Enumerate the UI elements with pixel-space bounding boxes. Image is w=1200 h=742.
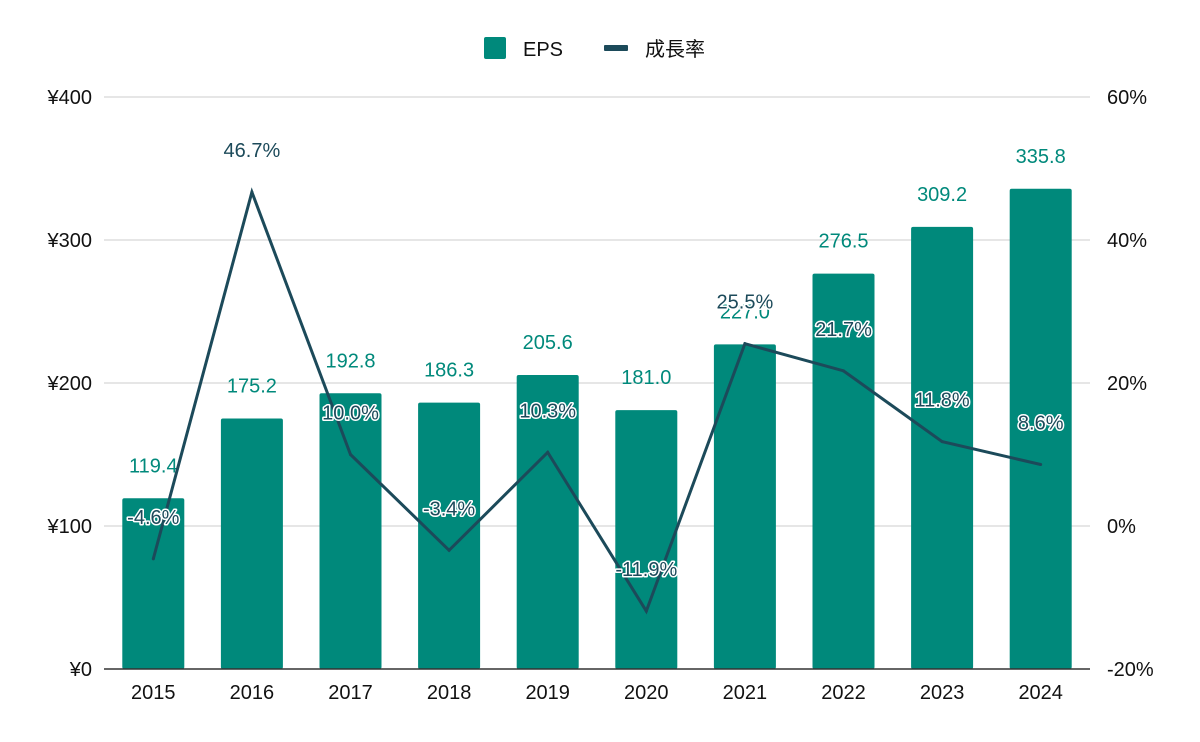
eps-bar <box>713 344 776 669</box>
growth-line-label: -3.4% <box>423 498 475 520</box>
x-tick-label: 2020 <box>624 682 669 704</box>
legend-item-growth[interactable]: 成長率 <box>604 38 705 61</box>
eps-bar <box>911 226 974 669</box>
eps-bar-label: 192.8 <box>325 350 375 372</box>
right-tick-label: 20% <box>1107 373 1147 395</box>
eps-bar <box>319 393 382 669</box>
x-tick-label: 2022 <box>821 682 866 704</box>
growth-point <box>546 450 550 454</box>
left-tick-label: ¥200 <box>47 373 93 395</box>
growth-line-label: 10.0% <box>322 403 379 425</box>
eps-bar <box>812 273 875 669</box>
eps-bar <box>516 374 579 669</box>
growth-line-label: 46.7% <box>224 140 281 162</box>
eps-bar-label: 186.3 <box>424 360 474 382</box>
eps-bar-label: 309.2 <box>917 184 967 206</box>
x-tick-label: 2021 <box>723 682 768 704</box>
right-tick-label: -20% <box>1107 659 1154 681</box>
growth-point <box>447 548 451 552</box>
right-tick-label: 0% <box>1107 516 1136 538</box>
growth-point <box>349 453 352 456</box>
left-axis: ¥0 ¥100 ¥200 ¥300 ¥400 <box>47 87 93 681</box>
growth-line-label: -4.6% <box>127 507 179 529</box>
eps-bar-label: 175.2 <box>227 375 277 397</box>
growth-line-path <box>151 187 1042 615</box>
growth-point <box>151 557 155 561</box>
growth-line <box>151 187 1043 615</box>
legend-swatch-growth <box>604 45 628 51</box>
eps-bar <box>122 498 185 669</box>
growth-point <box>842 369 845 373</box>
growth-line-label: 25.5% <box>717 292 774 314</box>
x-tick-label: 2018 <box>427 682 472 704</box>
x-tick-label: 2019 <box>525 682 570 704</box>
growth-point <box>250 190 254 194</box>
eps-bar <box>615 410 678 669</box>
eps-bar <box>418 402 481 669</box>
growth-line-labels: -4.6% 46.7% 10.0% -3.4% 10.3% -11.9% 25.5% 21.7… <box>126 139 1066 583</box>
x-tick-label: 2024 <box>1018 682 1063 704</box>
growth-line-label: -11.9% <box>615 559 677 581</box>
eps-bars <box>122 188 1072 669</box>
growth-line-label: 10.3% <box>519 400 576 422</box>
eps-bar-labels: 119.4 175.2 192.8 186.3 205.6 181.0 227.0 276.5… <box>129 146 1066 477</box>
growth-point <box>1039 463 1043 467</box>
left-tick-label: ¥300 <box>47 230 93 252</box>
eps-bar-label: 227.0 <box>720 301 770 323</box>
eps-bar-label: 205.6 <box>523 332 573 354</box>
legend-label-growth: 成長率 <box>645 38 705 61</box>
left-tick-label: ¥100 <box>47 516 93 538</box>
x-tick-label: 2016 <box>230 682 275 704</box>
eps-bar-label: 276.5 <box>818 231 868 253</box>
legend-swatch-eps <box>484 37 506 59</box>
growth-line-label: 8.6% <box>1018 413 1064 435</box>
growth-point <box>644 609 648 613</box>
eps-bar <box>1009 188 1072 669</box>
eps-bar-label: 181.0 <box>621 367 671 389</box>
left-tick-label: ¥0 <box>69 659 92 681</box>
growth-line-label: 21.7% <box>815 319 872 341</box>
legend-item-eps[interactable]: EPS <box>484 37 563 61</box>
growth-point <box>940 440 944 444</box>
growth-point <box>743 342 747 346</box>
eps-bar <box>220 418 283 669</box>
right-tick-label: 40% <box>1107 230 1147 252</box>
right-axis: -20% 0% 20% 40% 60% <box>1107 87 1154 681</box>
left-tick-label: ¥400 <box>47 87 93 109</box>
legend-label-eps: EPS <box>523 39 563 61</box>
x-tick-label: 2023 <box>920 682 965 704</box>
eps-bar-label: 119.4 <box>129 455 178 477</box>
x-tick-label: 2017 <box>328 682 373 704</box>
right-tick-label: 60% <box>1107 87 1147 109</box>
legend: EPS 成長率 <box>484 37 705 61</box>
x-axis: 2015 2016 2017 2018 2019 2020 2021 2022 2023 2024 <box>104 668 1090 704</box>
eps-bar-label: 335.8 <box>1016 146 1066 168</box>
growth-line-label: 11.8% <box>914 390 969 412</box>
x-tick-label: 2015 <box>131 682 176 704</box>
